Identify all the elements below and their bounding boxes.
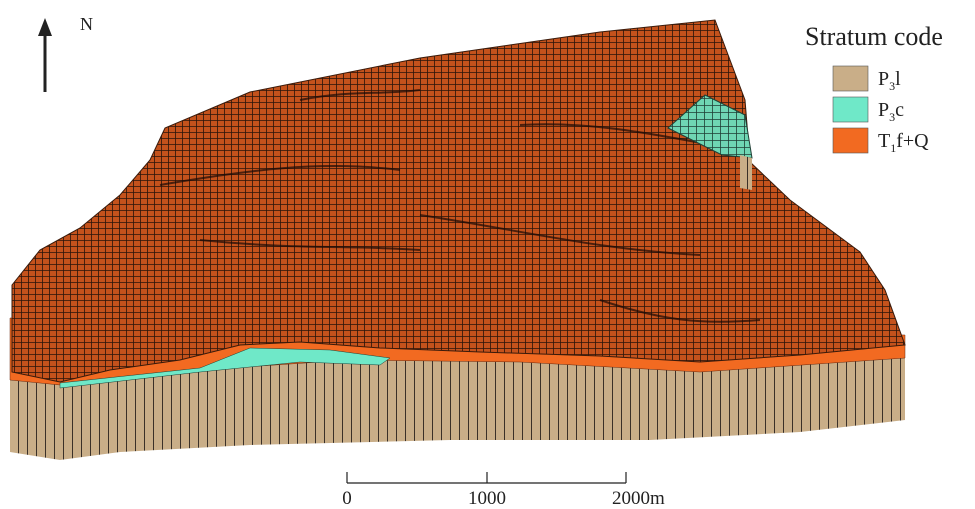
label-rest: f+Q [896, 130, 929, 152]
model [10, 20, 905, 460]
scale-bar: 0 1000 2000m [342, 472, 665, 509]
legend: Stratum code P3l P3c T1f+Q [805, 22, 943, 155]
north-arrow: N [38, 14, 93, 92]
legend-title: Stratum code [805, 22, 943, 51]
legend-swatch [833, 128, 868, 153]
scale-label: 2000m [612, 488, 665, 509]
label-rest: l [895, 68, 901, 90]
top-surface [12, 20, 905, 382]
legend-label: T1f+Q [878, 130, 929, 155]
scale-label: 0 [342, 488, 352, 509]
label-main: P [878, 68, 889, 90]
legend-label: P3l [878, 68, 901, 93]
legend-swatch [833, 66, 868, 91]
figure: N Stratum code P3l P3c T1f+Q 0 1000 2000m [0, 0, 975, 509]
label-rest: c [895, 99, 904, 121]
scale-label: 1000 [468, 488, 506, 509]
north-label: N [80, 14, 93, 34]
legend-swatch [833, 97, 868, 122]
label-main: T [878, 130, 890, 152]
edge-columns [740, 155, 752, 190]
label-main: P [878, 99, 889, 121]
legend-label: P3c [878, 99, 904, 124]
